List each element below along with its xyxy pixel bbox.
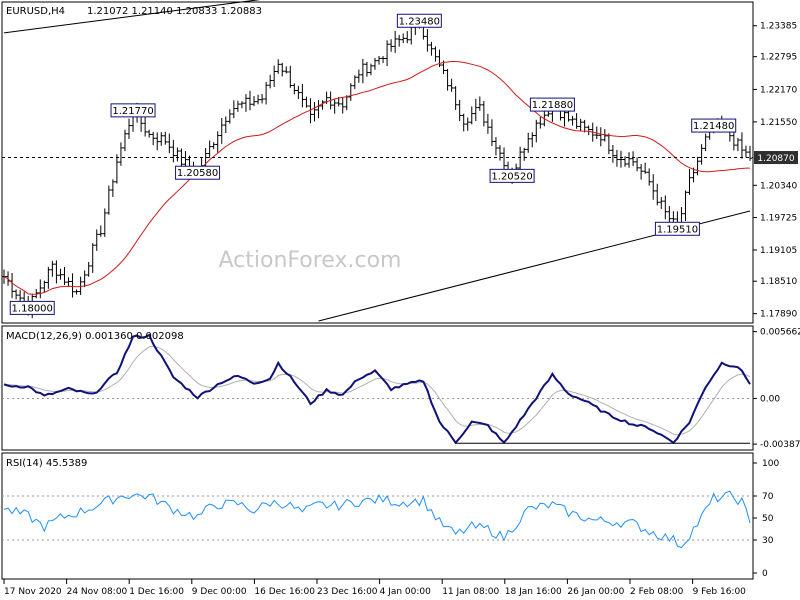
time-axis-label: 26 Jan 00:00 <box>567 587 624 597</box>
price-axis-tick: 1.19725 <box>760 214 797 224</box>
price-axis-tick: 1.21550 <box>760 118 797 128</box>
price-axis-tick: 1.19105 <box>760 246 797 256</box>
swing-label: 1.18000 <box>12 303 53 314</box>
moving-average-line <box>3 61 750 295</box>
price-axis-tick: 1.22795 <box>760 53 797 63</box>
time-axis-label: 9 Dec 00:00 <box>192 587 247 597</box>
price-axis-tick: 1.23385 <box>760 22 797 32</box>
time-axis-label: 24 Nov 08:00 <box>67 587 128 597</box>
current-price-box <box>754 151 798 165</box>
swing-label: 1.20520 <box>491 171 532 182</box>
swing-label-box <box>396 13 442 28</box>
swing-label: 1.20580 <box>177 168 218 179</box>
swing-label-box <box>175 165 221 180</box>
rsi-line <box>3 490 751 549</box>
time-axis-label: 17 Nov 2020 <box>4 587 62 597</box>
rsi-axis: 100 70 50 30 0 <box>753 459 779 579</box>
macd-line <box>3 333 751 445</box>
ohlc-header: 1.21072 1.21140 1.20833 1.20883 <box>87 6 262 17</box>
trendline <box>3 0 261 34</box>
price-bars <box>2 16 752 319</box>
macd-axis-tick: 0.005662 <box>760 328 800 338</box>
swing-label-box <box>654 221 700 236</box>
current-price-label: 1.20870 <box>757 154 794 164</box>
time-axis-label: 23 Dec 16:00 <box>317 587 378 597</box>
price-axis: 1.23385 1.22795 1.22170 1.21550 1.20340 1.197… <box>753 22 797 320</box>
swing-labels: 1.23480 1.21770 1.21880 1.21480 1.20580 1.205… <box>9 13 737 315</box>
price-axis-tick: 1.17890 <box>760 310 797 320</box>
rsi-panel: 100 70 50 30 0 RSI(14) 45.5389 <box>1 452 779 580</box>
time-axis-label: 9 Feb 16:00 <box>693 587 747 597</box>
rsi-axis-tick: 30 <box>762 536 774 546</box>
swing-label: 1.21480 <box>693 121 734 132</box>
price-axis-tick: 1.22170 <box>760 85 797 95</box>
macd-axis-tick: -0.003872 <box>760 440 800 450</box>
time-axis-label: 18 Jan 16:00 <box>505 587 562 597</box>
swing-label: 1.21770 <box>112 106 153 117</box>
macd-axis: 0.005662 0.00 -0.003872 <box>753 328 800 450</box>
rsi-header: RSI(14) 45.5389 <box>6 458 87 469</box>
macd-panel-frame <box>1 325 754 451</box>
macd-signal-line <box>3 345 751 436</box>
watermark: ActionForex.com <box>219 248 402 273</box>
swing-label: 1.19510 <box>657 224 698 235</box>
time-axis-label: 4 Jan 00:00 <box>380 587 432 597</box>
time-axis-label: 16 Dec 16:00 <box>254 587 315 597</box>
price-axis-tick: 1.20340 <box>760 181 797 191</box>
rsi-axis-tick: 50 <box>762 514 774 524</box>
swing-label: 1.21880 <box>532 100 573 111</box>
rsi-axis-tick: 70 <box>762 492 774 502</box>
swing-label-box <box>489 168 535 183</box>
macd-header: MACD(12,26,9) 0.001360 0.002098 <box>6 331 184 342</box>
swing-label: 1.23480 <box>399 16 440 27</box>
time-axis: 17 Nov 2020 24 Nov 08:00 1 Dec 16:00 9 Dec … <box>3 579 747 597</box>
rsi-axis-tick: 0 <box>762 569 768 579</box>
rsi-level-lines <box>2 495 753 541</box>
time-axis-label: 1 Dec 16:00 <box>129 587 184 597</box>
symbol-header: EURUSD,H4 <box>6 6 65 17</box>
swing-label-box <box>529 97 575 112</box>
price-axis-tick: 1.18510 <box>760 277 797 287</box>
macd-axis-tick: 0.00 <box>760 394 780 404</box>
main-price-panel: ActionForex.com 1.234801.217701.218801.2… <box>1 0 798 324</box>
rsi-axis-tick: 100 <box>762 459 779 469</box>
time-axis-label: 2 Feb 08:00 <box>630 587 684 597</box>
swing-label-box <box>691 118 737 133</box>
rsi-panel-frame <box>1 452 754 580</box>
main-panel-frame <box>1 1 754 324</box>
macd-panel: 0.005662 0.00 -0.003872 MACD(12,26,9) 0.00… <box>1 325 800 451</box>
time-axis-label: 11 Jan 08:00 <box>442 587 499 597</box>
swing-label-box <box>110 103 156 118</box>
swing-label-box <box>9 300 55 315</box>
